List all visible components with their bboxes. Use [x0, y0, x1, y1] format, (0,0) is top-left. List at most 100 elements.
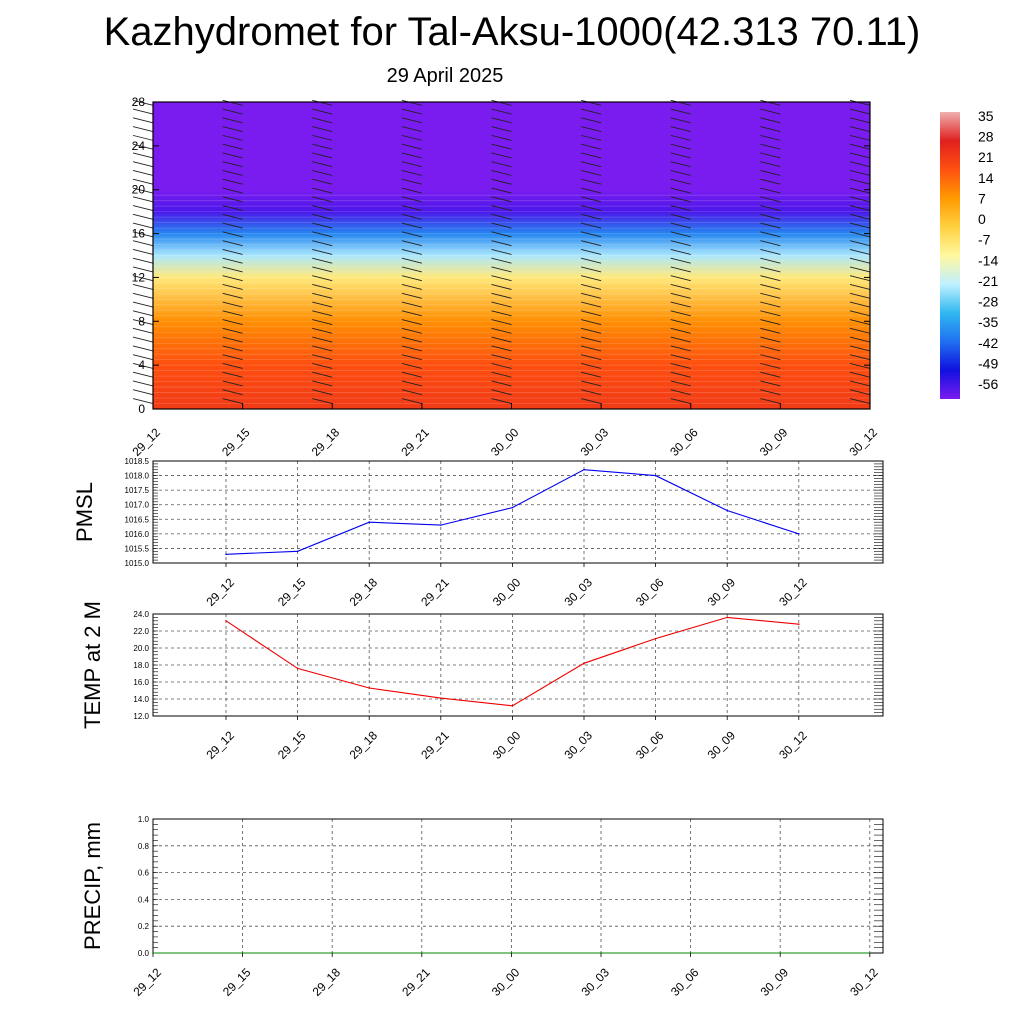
wind-barb [849, 178, 871, 185]
wind-barb [491, 240, 512, 247]
wind-barb [312, 196, 333, 203]
wind-barb [491, 99, 512, 106]
wind-barb [312, 301, 333, 308]
wind-barb [312, 134, 333, 141]
wind-barb [849, 187, 871, 194]
x-tick-label: 30_00 [489, 965, 523, 999]
wind-barb [222, 213, 243, 220]
wind-barb [760, 108, 781, 115]
x-tick-label: 29_21 [418, 575, 452, 609]
wind-barb [760, 301, 781, 308]
wind-barb [670, 345, 691, 352]
plot-frame [152, 818, 884, 954]
x-tick-label: 30_00 [490, 728, 524, 762]
wind-barb [401, 231, 422, 238]
wind-barb [222, 152, 243, 159]
wind-barb [581, 99, 602, 106]
data-point [225, 553, 227, 556]
wind-barb [401, 380, 422, 387]
wind-barb [581, 196, 602, 203]
data-point [368, 687, 371, 689]
wind-barb [222, 99, 243, 106]
wind-barb [581, 336, 602, 343]
data-point [583, 662, 585, 665]
wind-barb [401, 143, 422, 150]
x-tick-label: 29_12 [130, 965, 164, 999]
wind-barb [491, 117, 512, 124]
wind-barb [132, 292, 154, 299]
wind-barb [670, 275, 691, 282]
wind-barb [670, 301, 691, 308]
wind-barb [849, 108, 871, 115]
wind-barb [401, 257, 422, 264]
wind-barb [491, 134, 512, 141]
wind-barb [222, 161, 243, 168]
y-tick-label: 12 [132, 270, 146, 284]
x-tick-label: 29_21 [399, 965, 433, 999]
wind-barb [760, 248, 781, 255]
wind-barb [491, 345, 512, 352]
wind-barb [401, 371, 422, 378]
wind-barb [222, 345, 243, 352]
x-tick-label: 29_15 [219, 425, 253, 459]
colorbar-label: -21 [978, 273, 998, 289]
wind-barb [670, 389, 691, 396]
wind-barb [581, 275, 602, 282]
wind-barb [670, 134, 691, 141]
wind-barb [581, 231, 602, 238]
wind-barb [760, 398, 781, 404]
wind-barb [849, 284, 871, 290]
y-tick-label: 1017.0 [125, 501, 150, 510]
wind-barb [312, 389, 333, 396]
x-tick-label: 29_15 [220, 965, 254, 999]
x-tick-label: 30_00 [490, 575, 524, 609]
wind-barb [670, 240, 691, 247]
x-tick-label: 30_12 [776, 728, 810, 762]
wind-barb [849, 143, 871, 150]
wind-barb [222, 143, 243, 150]
wind-barb [222, 187, 243, 194]
wind-barb [670, 126, 691, 133]
colorbar-label: 21 [978, 149, 994, 165]
wind-barb [849, 117, 871, 124]
wind-barb [222, 240, 243, 247]
wind-barb [132, 152, 154, 159]
wind-barb [132, 178, 154, 185]
wind-barb [491, 301, 512, 308]
wind-barb [401, 362, 422, 369]
wind-barb [132, 161, 154, 168]
wind-barb [581, 248, 602, 255]
wind-barb [222, 284, 243, 290]
wind-barb [132, 362, 154, 369]
data-point [511, 705, 514, 707]
wind-barb [581, 152, 602, 159]
wind-barb [401, 134, 422, 141]
wind-barb [401, 248, 422, 255]
wind-barb [760, 319, 781, 326]
temperature-field [153, 102, 870, 409]
wind-barb [312, 284, 333, 290]
wind-barb [491, 266, 512, 273]
wind-barb [581, 205, 602, 211]
y-tick-label: 1018.5 [125, 457, 150, 466]
wind-barb [132, 126, 154, 133]
data-point [654, 637, 657, 640]
colorbar-label: -14 [978, 252, 998, 268]
wind-barb [581, 362, 602, 369]
colorbar-label: -42 [978, 335, 998, 351]
wind-barb [132, 240, 154, 247]
wind-barb [312, 292, 333, 299]
wind-barb [670, 170, 691, 176]
wind-barb [132, 143, 154, 150]
wind-barb [670, 310, 691, 317]
colorbar-label: -35 [978, 314, 998, 330]
wind-barb [132, 213, 154, 220]
data-point [798, 533, 800, 535]
wind-barb [491, 248, 512, 255]
wind-barb [401, 170, 422, 176]
x-tick-label: 30_06 [668, 965, 702, 999]
x-tick-label: 30_09 [758, 965, 792, 999]
wind-barb [849, 126, 871, 133]
wind-barb [670, 292, 691, 299]
wind-barb [849, 362, 871, 369]
